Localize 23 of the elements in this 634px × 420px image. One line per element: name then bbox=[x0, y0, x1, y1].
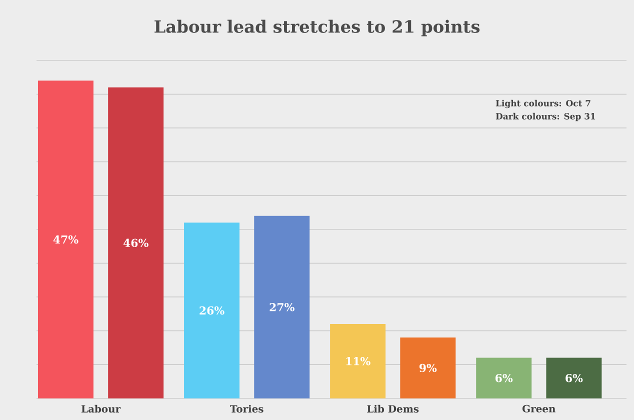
bar bbox=[400, 338, 456, 398]
data-label: 11% bbox=[346, 357, 370, 366]
bar bbox=[108, 87, 164, 398]
data-label: 27% bbox=[270, 302, 294, 312]
bar bbox=[330, 324, 386, 398]
annotation: Light colours: Oct 7 bbox=[496, 100, 590, 108]
annotation: Dark colours: Sep 31 bbox=[496, 112, 596, 122]
x-tick-label: Labour bbox=[81, 404, 121, 413]
bar bbox=[254, 216, 310, 398]
x-tick-label: Tories bbox=[230, 404, 264, 413]
x-tick-label: Green bbox=[522, 404, 556, 412]
data-label: 26% bbox=[200, 306, 224, 315]
bar bbox=[476, 358, 532, 398]
bar bbox=[184, 222, 240, 398]
data-label: 9% bbox=[419, 364, 437, 372]
data-label: 46% bbox=[123, 238, 148, 248]
data-label: 47% bbox=[53, 235, 78, 244]
chart-title: Labour lead stretches to 21 points bbox=[154, 20, 480, 36]
x-tick-label: Lib Dems bbox=[367, 404, 419, 413]
data-label: 6% bbox=[496, 374, 513, 382]
bar bbox=[546, 358, 602, 398]
bar bbox=[38, 80, 94, 398]
data-label: 6% bbox=[566, 374, 583, 382]
